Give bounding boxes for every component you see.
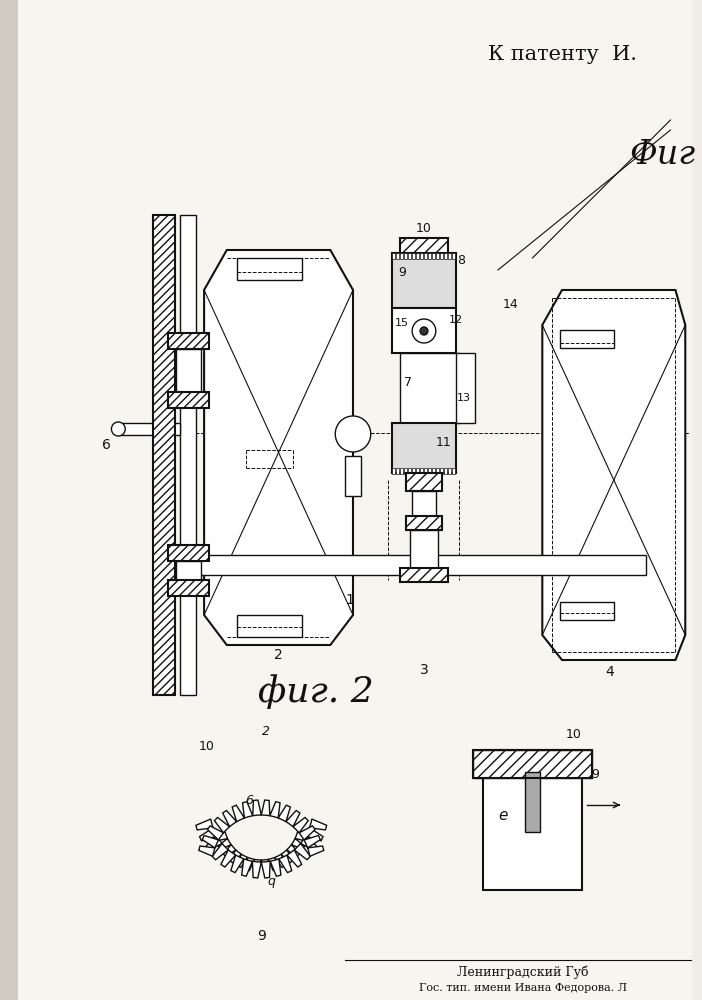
Text: 10: 10	[199, 740, 215, 753]
Bar	[392, 308, 456, 353]
Bar	[168, 545, 209, 561]
Bar	[237, 258, 302, 280]
Text: 9: 9	[592, 768, 600, 781]
Text: 15: 15	[395, 318, 409, 328]
Bar	[456, 353, 475, 423]
Text: 7: 7	[404, 376, 412, 389]
Bar	[448, 253, 451, 259]
Polygon shape	[199, 800, 324, 856]
Circle shape	[336, 416, 371, 452]
Bar	[397, 253, 399, 259]
Bar	[448, 468, 451, 474]
Text: 2: 2	[263, 725, 270, 738]
Text: e: e	[498, 808, 508, 822]
Bar	[168, 580, 209, 596]
Bar	[432, 468, 435, 474]
Bar	[400, 238, 448, 253]
Circle shape	[420, 327, 428, 335]
Bar	[397, 468, 399, 474]
Text: 14: 14	[503, 298, 519, 312]
Bar	[416, 468, 419, 474]
Bar	[432, 253, 435, 259]
Bar	[180, 215, 197, 695]
Bar	[409, 468, 411, 474]
Bar	[153, 555, 646, 575]
Bar	[412, 468, 415, 474]
Bar	[410, 530, 438, 568]
Bar	[424, 468, 427, 474]
Text: 3: 3	[420, 663, 428, 677]
Bar	[451, 468, 455, 474]
Bar	[392, 253, 395, 259]
Text: фиг. 2: фиг. 2	[258, 675, 373, 709]
Text: Гос. тип. имени Ивана Федорова. Л: Гос. тип. имени Ивана Федорова. Л	[418, 983, 627, 993]
Bar	[153, 215, 175, 695]
Text: 13: 13	[456, 393, 470, 403]
Bar	[392, 423, 456, 473]
Bar	[400, 468, 403, 474]
Text: 12: 12	[449, 315, 463, 325]
Bar	[176, 561, 201, 580]
Bar	[400, 353, 460, 423]
Bar	[424, 253, 427, 259]
Text: 2: 2	[274, 648, 282, 662]
Bar	[428, 253, 431, 259]
Bar	[404, 468, 407, 474]
Text: q: q	[267, 875, 275, 888]
Polygon shape	[215, 832, 308, 872]
Polygon shape	[196, 819, 326, 878]
Text: 10: 10	[416, 222, 432, 234]
Bar	[439, 253, 443, 259]
Bar	[404, 253, 407, 259]
Circle shape	[112, 422, 125, 436]
Bar	[406, 473, 442, 491]
Bar	[119, 423, 180, 435]
Bar	[444, 468, 446, 474]
Polygon shape	[204, 250, 353, 645]
Bar	[409, 253, 411, 259]
Bar	[420, 253, 423, 259]
Bar	[0, 0, 18, 1000]
Bar	[400, 253, 403, 259]
Text: Фиг: Фиг	[630, 139, 696, 171]
Circle shape	[412, 319, 436, 343]
Bar	[400, 568, 448, 582]
Bar	[483, 750, 582, 890]
Bar	[168, 333, 209, 349]
Bar	[176, 349, 201, 392]
Text: 6: 6	[246, 794, 253, 807]
Bar	[416, 253, 419, 259]
Bar	[473, 750, 592, 778]
Bar	[560, 602, 614, 620]
Bar	[168, 392, 209, 408]
Text: 10: 10	[566, 728, 582, 741]
Text: Ленинградский Губ: Ленинградский Губ	[457, 965, 588, 979]
Bar	[237, 615, 302, 637]
Bar	[444, 253, 446, 259]
Bar	[451, 253, 455, 259]
Text: 1: 1	[345, 593, 355, 607]
Bar	[420, 468, 423, 474]
Bar	[473, 750, 592, 778]
Bar	[560, 330, 614, 348]
Text: 6: 6	[102, 438, 111, 452]
Bar	[392, 253, 456, 308]
Text: 9: 9	[257, 929, 266, 943]
Text: 8: 8	[458, 253, 465, 266]
Text: К патенту  И.: К патенту И.	[487, 45, 637, 64]
Bar	[439, 468, 443, 474]
Bar	[428, 468, 431, 474]
Text: 9: 9	[398, 266, 406, 279]
Bar	[345, 456, 361, 496]
Bar	[412, 253, 415, 259]
Bar	[406, 516, 442, 530]
Bar	[436, 253, 439, 259]
Bar	[524, 772, 541, 832]
Bar	[436, 468, 439, 474]
Text: 4: 4	[605, 665, 614, 679]
Bar	[392, 468, 395, 474]
Polygon shape	[543, 290, 685, 660]
Bar	[412, 491, 436, 516]
Text: 11: 11	[436, 436, 451, 450]
